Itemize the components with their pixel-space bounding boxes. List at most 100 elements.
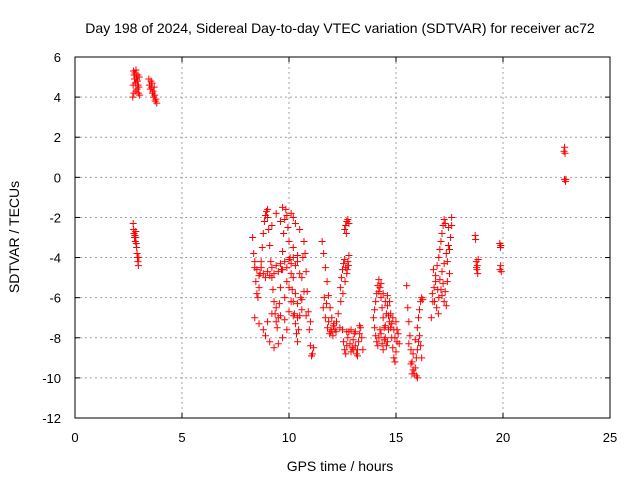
data-point (328, 314, 336, 322)
x-tick-label: 25 (603, 430, 617, 445)
data-point (372, 298, 380, 306)
data-point (310, 344, 318, 352)
data-point (375, 288, 383, 296)
data-point (376, 284, 384, 292)
data-point (347, 326, 355, 334)
data-point (129, 219, 137, 227)
data-point (132, 227, 140, 235)
data-point (254, 294, 262, 302)
data-point (294, 314, 302, 322)
data-point (285, 238, 293, 246)
data-point (344, 334, 352, 342)
data-point (375, 334, 383, 342)
data-point (416, 332, 424, 340)
y-tick-labels: -12 -10 -8 -6 -4 -2 0 2 4 6 (42, 50, 61, 426)
data-point (337, 274, 345, 282)
data-point (276, 217, 284, 225)
data-point (294, 258, 302, 266)
data-point (387, 310, 395, 318)
data-point (283, 278, 291, 286)
data-point (251, 258, 259, 266)
grid-lines (75, 57, 610, 418)
data-point (257, 258, 265, 266)
y-tick-label: -12 (42, 411, 61, 426)
data-point (302, 312, 310, 320)
data-point (438, 268, 446, 276)
data-point (269, 286, 277, 294)
data-point (320, 294, 328, 302)
data-point (371, 324, 379, 332)
data-point (325, 318, 333, 326)
data-point (295, 326, 303, 334)
data-point (373, 338, 381, 346)
data-point (370, 314, 378, 322)
data-point (344, 258, 352, 266)
data-point (427, 314, 435, 322)
data-point (279, 334, 287, 342)
data-point (436, 276, 444, 284)
data-point (383, 292, 391, 300)
data-point (416, 306, 424, 314)
data-point (440, 215, 448, 223)
data-point (383, 302, 391, 310)
data-point (379, 346, 387, 354)
data-point (326, 304, 334, 312)
data-point (334, 310, 342, 318)
data-point (268, 221, 276, 229)
data-point (264, 205, 272, 213)
data-point (266, 272, 274, 280)
data-point (300, 238, 308, 246)
data-point (298, 274, 306, 282)
data-points (129, 66, 570, 382)
data-point (274, 340, 282, 348)
data-point (431, 298, 439, 306)
data-point (389, 344, 397, 352)
plot-frame (74, 56, 611, 419)
x-tick-label: 15 (389, 430, 403, 445)
data-point (151, 91, 159, 99)
data-point (276, 312, 284, 320)
data-point (440, 298, 448, 306)
data-point (281, 294, 289, 302)
data-point (251, 314, 259, 322)
data-point (341, 278, 349, 286)
data-point (148, 79, 156, 87)
data-point (270, 270, 278, 278)
data-point (298, 306, 306, 314)
data-point (285, 284, 293, 292)
data-point (270, 298, 278, 306)
data-point (283, 264, 291, 272)
data-point (351, 328, 359, 336)
data-point (289, 244, 297, 252)
data-point (253, 290, 261, 298)
data-point (382, 342, 390, 350)
data-point (261, 332, 269, 340)
data-point (376, 326, 384, 334)
data-point (341, 346, 349, 354)
data-point (356, 322, 364, 330)
data-point (446, 246, 453, 254)
data-point (342, 229, 350, 237)
data-point (304, 308, 312, 316)
data-point (272, 209, 280, 217)
y-tick-label: 0 (54, 170, 61, 185)
data-point (309, 350, 317, 358)
data-point (432, 278, 440, 286)
data-point (411, 336, 419, 344)
data-point (323, 278, 331, 286)
data-point (430, 284, 438, 292)
data-point (249, 234, 257, 241)
y-axis-label: SDTVAR / TECUs (6, 181, 22, 293)
data-point (287, 260, 295, 268)
data-point (340, 338, 348, 346)
data-point (405, 318, 413, 326)
data-point (261, 274, 269, 282)
data-point (305, 326, 313, 334)
data-point (439, 280, 447, 288)
data-point (283, 326, 291, 334)
data-point (418, 354, 426, 362)
data-point (393, 326, 401, 334)
data-point (264, 318, 272, 326)
data-point (319, 304, 327, 312)
data-point (150, 83, 158, 91)
